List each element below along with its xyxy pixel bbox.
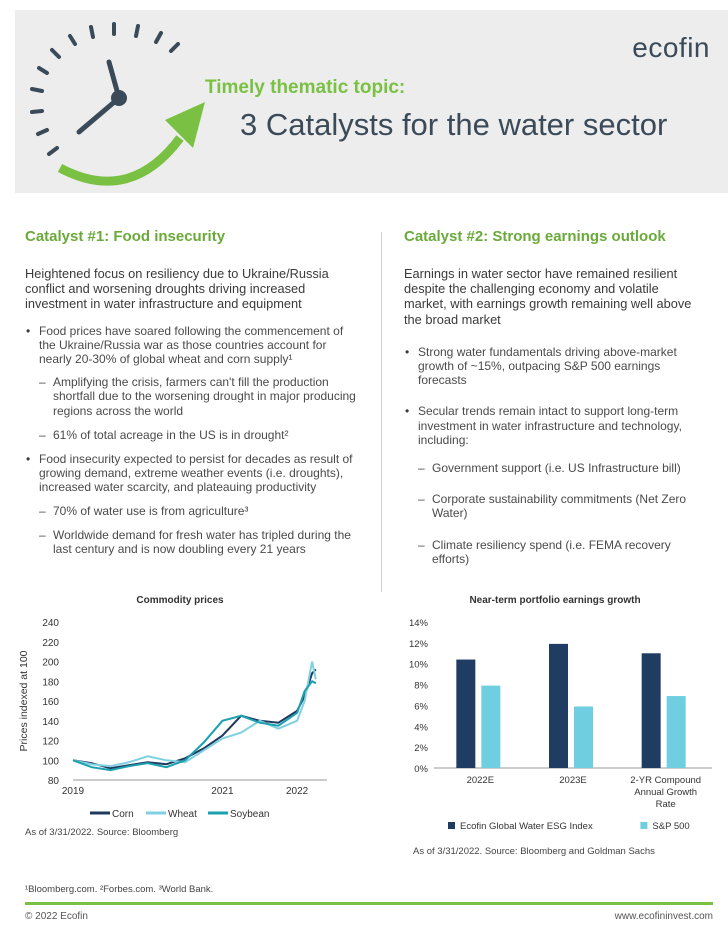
sub-bullet: 61% of total acreage in the US is in dro… (25, 428, 361, 442)
sub-bullet: Corporate sustainability commitments (Ne… (404, 492, 704, 520)
y-tick-label: 2% (414, 743, 428, 754)
series-line-soybean (72, 680, 317, 772)
clock-icon (30, 22, 205, 186)
commodity-chart-title: Commodity prices (136, 595, 224, 606)
sub-bullet: Climate resiliency spend (i.e. FEMA reco… (404, 538, 704, 566)
sub-bullet: Worldwide demand for fresh water has tri… (25, 528, 361, 556)
catalyst-2-lead: Earnings in water sector have remained r… (404, 266, 692, 327)
commodity-prices-chart: 80 100 120 140 160 180 200 220 240 2019 2021 2022 Pr… (18, 618, 327, 820)
y-axis-label: Prices indexed at 100 (18, 650, 30, 751)
bullet: Food insecurity expected to persist for … (25, 452, 361, 495)
x-tick-label: 2023E (559, 775, 586, 786)
footnotes: ¹Bloomberg.com. ²Forbes.com. ³World Bank… (25, 884, 214, 895)
bar (549, 643, 568, 768)
y-tick-label: 8% (414, 681, 428, 692)
legend-label: S&P 500 (652, 821, 689, 832)
bullet: Food prices have soared following the co… (25, 324, 361, 367)
x-tick-label: 2-YR Compound (630, 775, 701, 786)
y-tick-label: 180 (42, 677, 59, 688)
bar (456, 659, 476, 768)
bar (666, 696, 686, 768)
bullet: Strong water fundamentals driving above-… (404, 345, 704, 388)
legend-swatch (448, 822, 455, 829)
y-tick-label: 80 (48, 776, 60, 787)
kicker: Timely thematic topic: (205, 77, 406, 98)
website-link[interactable]: www.ecofininvest.com (614, 911, 713, 922)
chart-source: As of 3/31/2022. Source: Bloomberg and G… (413, 846, 655, 857)
legend-label: Wheat (168, 809, 197, 820)
y-tick-label: 140 (42, 717, 59, 728)
ecofin-logo: ecofin (632, 32, 710, 63)
catalyst-2-heading: Catalyst #2: Strong earnings outlook (404, 228, 666, 245)
y-tick-label: 14% (409, 618, 429, 629)
x-tick-label: 2019 (62, 786, 85, 797)
catalyst-2-column: Catalyst #2: Strong earnings outlook Ear… (404, 228, 704, 576)
catalyst-1-heading: Catalyst #1: Food insecurity (25, 228, 226, 245)
x-tick-label: 2021 (211, 786, 234, 797)
legend-label: Corn (112, 809, 134, 820)
x-tick-label: Rate (656, 799, 676, 810)
bullet: Secular trends remain intact to support … (404, 404, 704, 447)
catalyst-1-column: Catalyst #1: Food insecurity Heightened … (25, 228, 361, 566)
header-banner: ecofin Timely thematic topic: 3 Catalyst… (15, 10, 728, 193)
bar (574, 706, 593, 768)
x-tick-label: Annual Growth (634, 787, 697, 798)
y-tick-label: 12% (409, 639, 429, 650)
y-tick-label: 6% (414, 701, 428, 712)
x-tick-label: 2022E (467, 775, 494, 786)
earnings-chart-title: Near-term portfolio earnings growth (469, 595, 641, 606)
y-tick-label: 10% (409, 660, 429, 671)
series-line-wheat (72, 661, 317, 768)
legend-label: Soybean (230, 809, 269, 820)
footer-rule (25, 902, 713, 905)
sub-bullet: Government support (i.e. US Infrastructu… (404, 461, 704, 475)
y-tick-label: 240 (42, 618, 59, 629)
y-tick-label: 120 (42, 737, 59, 748)
legend-swatch (640, 822, 648, 829)
earnings-growth-chart: 0% 2% 4% 6% 8% 10% 12% 14% 2022E 2023E 2-YR Compou… (409, 618, 712, 832)
y-tick-label: 4% (414, 722, 428, 733)
y-tick-label: 200 (42, 658, 59, 669)
bar (481, 685, 501, 768)
copyright: © 2022 Ecofin (25, 911, 88, 922)
y-tick-label: 160 (42, 697, 59, 708)
x-tick-label: 2022 (286, 786, 309, 797)
sub-bullet: Amplifying the crisis, farmers can't fil… (25, 375, 361, 418)
series-line-corn (72, 668, 317, 770)
bar (641, 653, 661, 768)
page-title: 3 Catalysts for the water sector (240, 107, 668, 142)
y-tick-label: 0% (414, 764, 428, 775)
sub-bullet: 70% of water use is from agriculture³ (25, 504, 361, 518)
column-divider (381, 232, 382, 592)
chart-source: As of 3/31/2022. Source: Bloomberg (25, 827, 179, 838)
legend-label: Ecofin Global Water ESG Index (460, 821, 593, 832)
catalyst-1-lead: Heightened focus on resiliency due to Uk… (25, 266, 329, 312)
y-tick-label: 100 (42, 756, 59, 767)
y-tick-label: 220 (42, 638, 59, 649)
